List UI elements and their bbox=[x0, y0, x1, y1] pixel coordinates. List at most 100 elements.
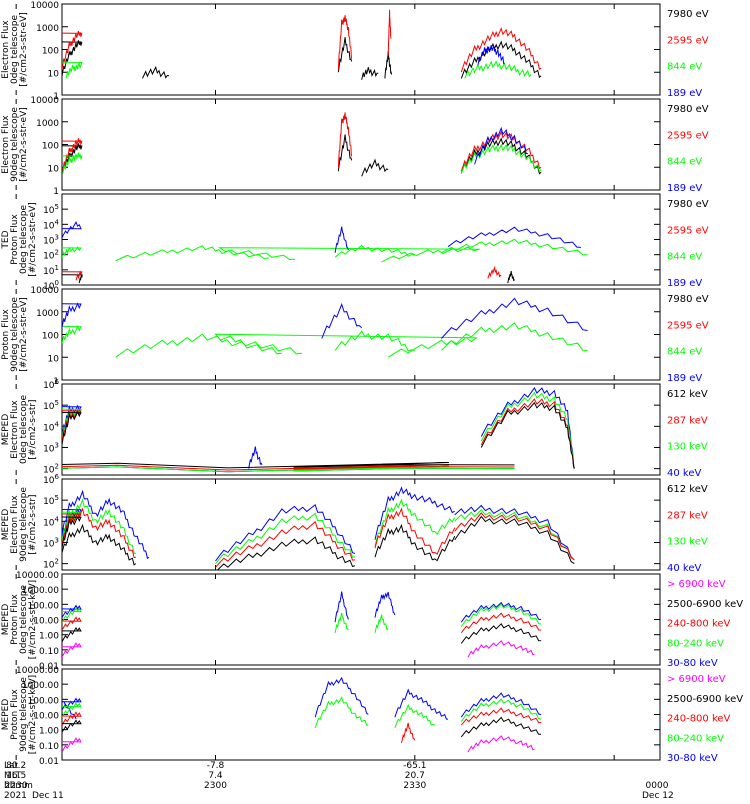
series-line-blue bbox=[374, 486, 455, 540]
series-line-black bbox=[361, 67, 379, 80]
legend-entry: 287 keV bbox=[667, 510, 708, 521]
y-tick-label: 10000 bbox=[30, 1, 59, 11]
legend-entry: 240-800 keV bbox=[667, 619, 731, 630]
y-tick-label: 104 bbox=[43, 515, 59, 528]
y-tick-label: 10000 bbox=[30, 96, 59, 106]
series-line-red bbox=[62, 507, 136, 559]
series-line-black bbox=[62, 523, 137, 566]
y-tick-label: 1000.00 bbox=[22, 586, 59, 596]
series-line-green bbox=[441, 322, 588, 351]
series-line-magenta bbox=[62, 737, 82, 753]
y-axis-label: MEPED bbox=[1, 414, 11, 446]
time-axis-row-label: hhmm bbox=[4, 781, 33, 791]
y-tick-label: 102 bbox=[43, 558, 59, 571]
series-line-green bbox=[62, 510, 82, 543]
series-line-black bbox=[374, 523, 456, 562]
series-line-black bbox=[361, 158, 389, 177]
y-tick-label: 10.00 bbox=[33, 617, 59, 627]
time-axis-value: -65.1 bbox=[403, 761, 426, 771]
y-tick-label: 0.01 bbox=[39, 757, 59, 767]
series-line-blue bbox=[334, 226, 349, 253]
series-line-green bbox=[215, 512, 356, 564]
legend-entry: 80-240 keV bbox=[667, 638, 724, 649]
series-line-green bbox=[62, 702, 82, 718]
y-tick-label: 1 bbox=[53, 377, 59, 387]
time-axis-value: 2230 bbox=[5, 781, 28, 791]
y-axis-label: 0deg telescope bbox=[19, 585, 29, 655]
y-tick-label: 10 bbox=[48, 69, 60, 79]
legend-entry: 7980 eV bbox=[667, 9, 709, 20]
series-line-blue bbox=[248, 446, 263, 469]
series-line-green bbox=[460, 698, 542, 722]
y-tick-label: 1 bbox=[53, 92, 59, 102]
series-line-blue bbox=[374, 591, 396, 618]
series-line-black bbox=[62, 462, 515, 469]
y-tick-label: 10 bbox=[48, 354, 60, 364]
y-axis-label: [#/cm2-s-str-keV] bbox=[28, 580, 38, 659]
legend-entry: 189 eV bbox=[667, 183, 702, 194]
series-line-black bbox=[62, 40, 83, 77]
legend-entry: 240-800 keV bbox=[667, 714, 731, 725]
y-tick-label: 0.01 bbox=[39, 662, 59, 672]
series-line-green bbox=[464, 60, 532, 79]
series-line-green bbox=[441, 238, 588, 256]
series-line-blue bbox=[480, 387, 575, 469]
series-line-red bbox=[460, 612, 542, 634]
y-tick-label: 0.10 bbox=[39, 742, 59, 752]
series-line-blue bbox=[314, 676, 369, 718]
legend-entry: 7980 eV bbox=[667, 199, 709, 210]
legend-entry: 40 keV bbox=[667, 468, 701, 479]
y-tick-label: 100.00 bbox=[28, 696, 60, 706]
panel-frame bbox=[61, 288, 661, 381]
series-line-green bbox=[460, 143, 542, 174]
legend-entry: 2595 eV bbox=[667, 320, 709, 331]
y-tick-label: 104 bbox=[43, 420, 59, 433]
series-line-magenta bbox=[467, 640, 535, 658]
series-line-blue bbox=[460, 601, 542, 623]
legend-entry: 844 eV bbox=[667, 347, 702, 358]
y-axis-label: Proton Flux bbox=[1, 309, 11, 360]
series-line-red bbox=[62, 409, 82, 442]
time-axis-value: 16.5 bbox=[6, 771, 26, 781]
time-axis-value: 2330 bbox=[403, 781, 426, 791]
series-line-blue bbox=[477, 45, 505, 66]
series-line-blue bbox=[215, 503, 356, 562]
y-tick-label: 105 bbox=[43, 203, 59, 216]
y-tick-label: 10000 bbox=[30, 286, 59, 296]
series-line-red bbox=[460, 130, 542, 172]
y-tick-label: 102 bbox=[43, 249, 59, 262]
y-tick-label: 106 bbox=[43, 473, 59, 486]
series-line-green bbox=[334, 612, 349, 633]
series-line-green bbox=[394, 703, 435, 728]
series-line-red bbox=[62, 616, 82, 631]
y-tick-label: 0.10 bbox=[39, 647, 59, 657]
series-line-blue bbox=[62, 489, 150, 560]
series-line-green bbox=[62, 498, 136, 554]
series-line-black bbox=[62, 143, 83, 174]
y-axis-label: TED bbox=[1, 230, 11, 249]
y-axis-label: [#/cm2-s-str-keV] bbox=[28, 675, 38, 754]
legend-entry: 844 eV bbox=[667, 157, 702, 168]
series-line-blue bbox=[447, 226, 581, 248]
series-line-red bbox=[460, 707, 542, 726]
legend-entry: 7980 eV bbox=[667, 104, 709, 115]
legend-entry: 2500-6900 keV bbox=[667, 599, 743, 610]
y-axis-label: 0deg telescope bbox=[19, 395, 29, 465]
legend-entry: 287 keV bbox=[667, 415, 708, 426]
legend-entry: 612 keV bbox=[667, 389, 708, 400]
y-axis-label: [#/cm2-s-str-eV] bbox=[19, 297, 29, 372]
panel-frame bbox=[61, 3, 661, 96]
series-line-black bbox=[62, 410, 82, 445]
y-axis-label: Electron Flux bbox=[10, 495, 20, 554]
y-axis-label: MEPED bbox=[1, 604, 11, 636]
series-line-green bbox=[62, 607, 82, 623]
y-tick-label: 1.00 bbox=[39, 632, 59, 642]
y-axis-label: 90deg telescope bbox=[10, 297, 20, 372]
legend-entry: > 6900 keV bbox=[667, 674, 726, 685]
y-axis-label: Electron Flux bbox=[1, 115, 11, 174]
series-line-blue bbox=[62, 697, 82, 711]
y-tick-label: 100 bbox=[42, 332, 59, 342]
legend-entry: 2595 eV bbox=[667, 225, 709, 236]
